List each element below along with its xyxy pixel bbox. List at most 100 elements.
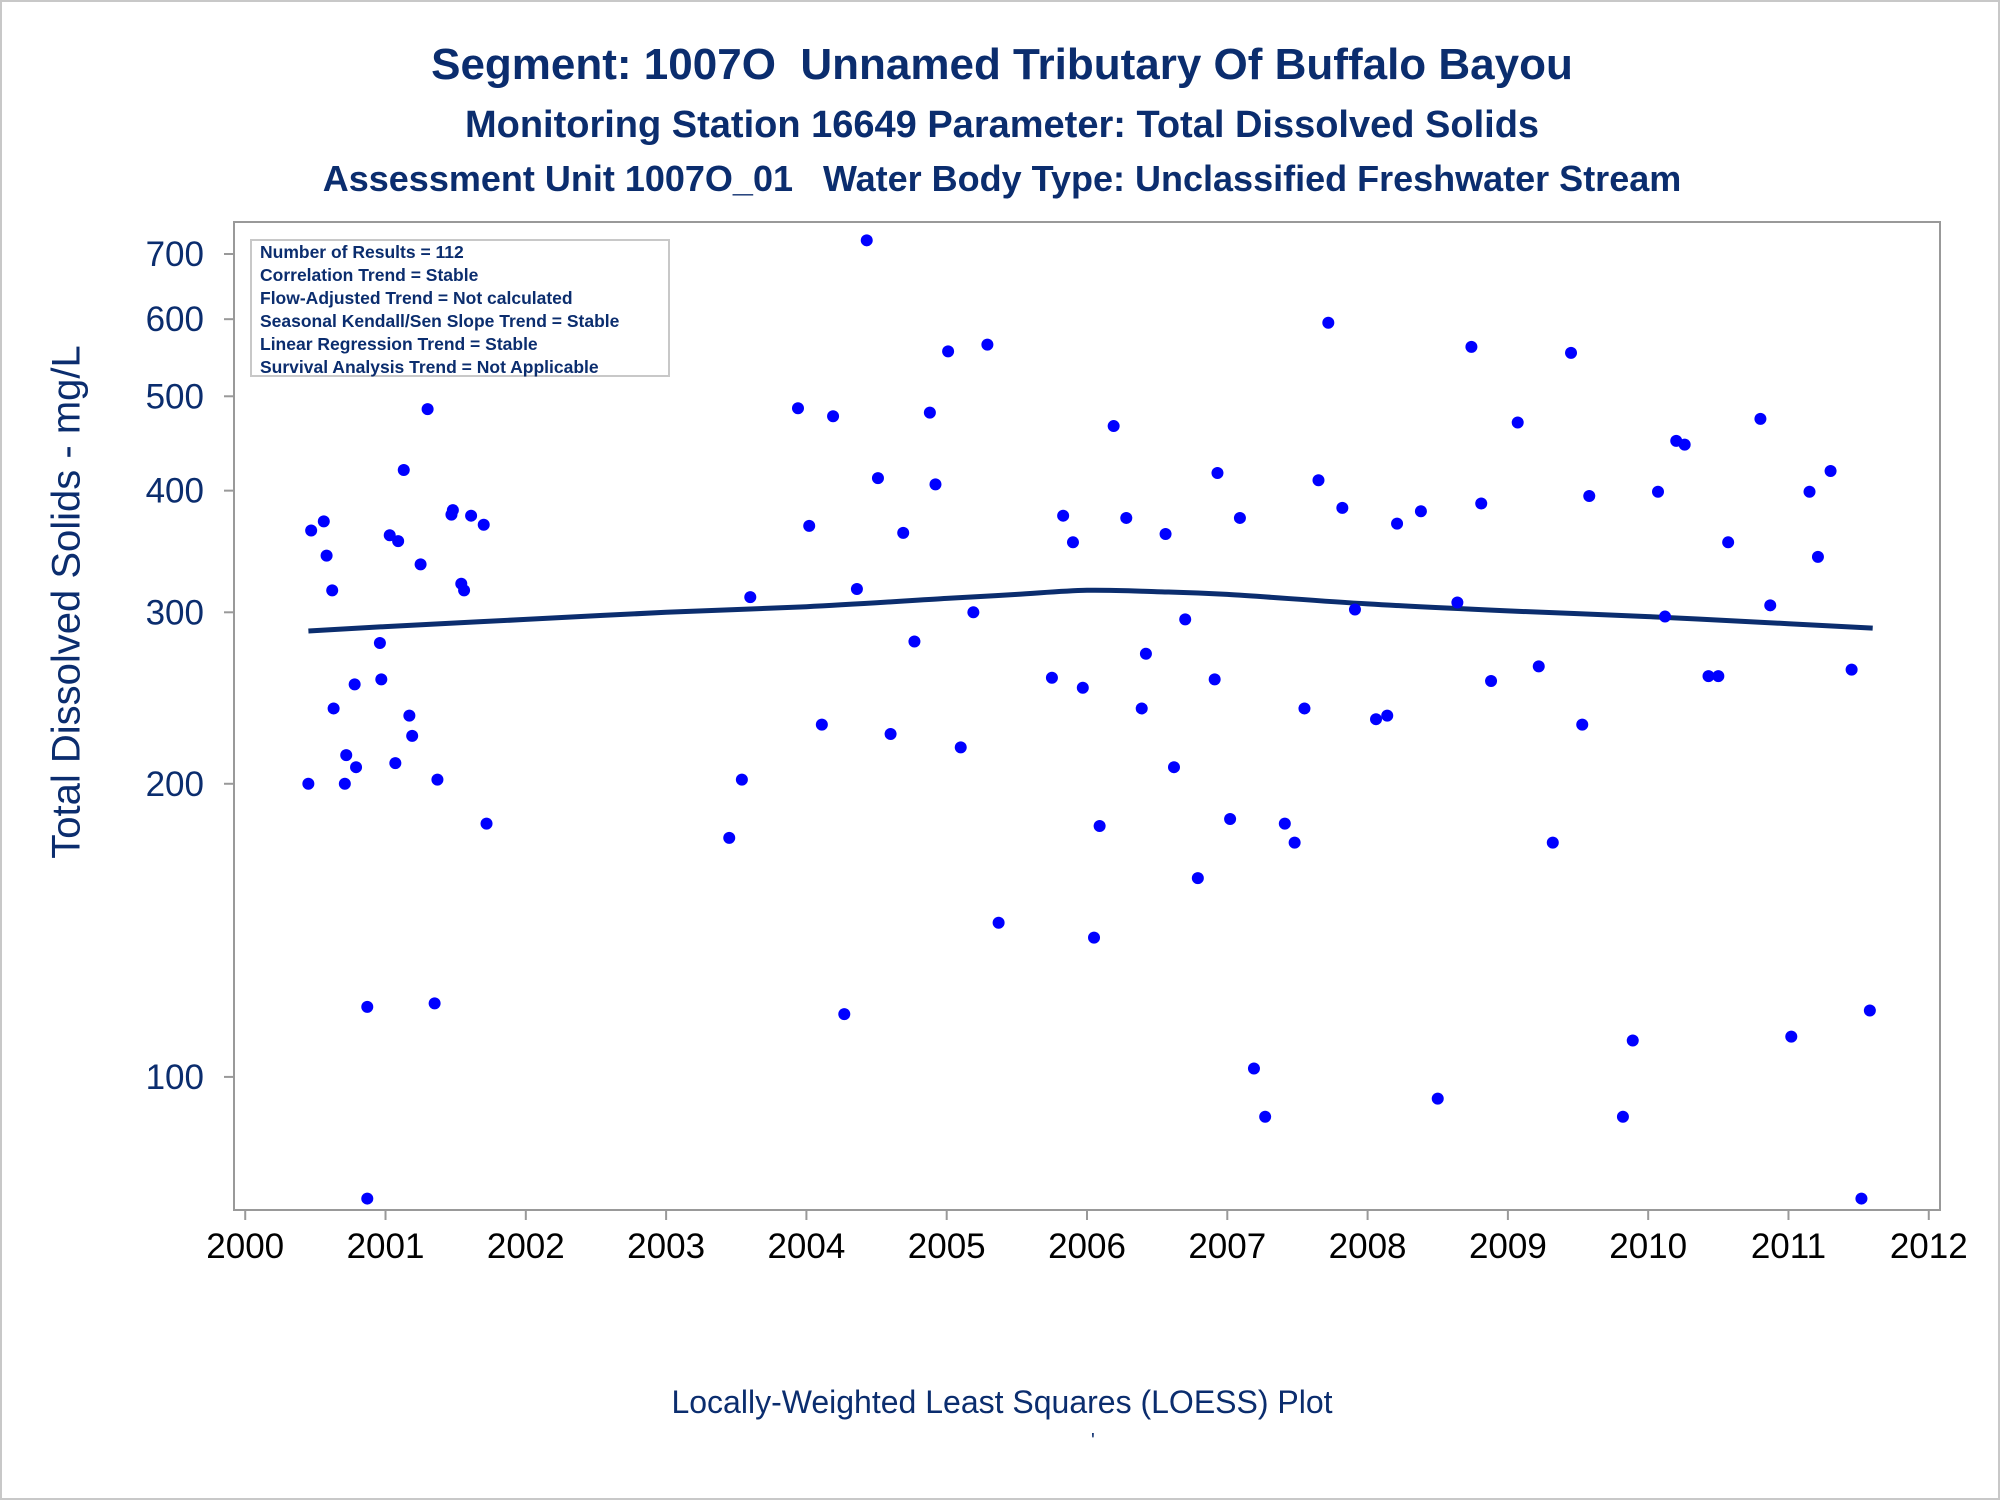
x-tick-label: 2008 bbox=[1329, 1227, 1407, 1266]
data-point bbox=[981, 338, 994, 351]
data-point bbox=[1803, 485, 1816, 498]
data-point bbox=[1107, 420, 1120, 433]
stat-seasonal-kendall-trend: Seasonal Kendall/Sen Slope Trend = Stabl… bbox=[260, 311, 620, 331]
data-point bbox=[815, 718, 828, 731]
data-point bbox=[929, 478, 942, 491]
axes: 2000 2001 2002 2003 2004 2005 2006 2007 2008 2009… bbox=[146, 221, 1968, 1266]
x-tick-label: 2004 bbox=[767, 1227, 845, 1266]
data-point bbox=[1259, 1110, 1272, 1123]
data-point bbox=[1057, 509, 1070, 522]
x-tick-label: 2002 bbox=[487, 1227, 565, 1266]
data-point bbox=[744, 591, 757, 604]
data-point bbox=[1088, 931, 1101, 944]
data-point bbox=[1167, 761, 1180, 774]
data-point bbox=[1135, 702, 1148, 715]
data-point bbox=[1565, 346, 1578, 359]
data-point bbox=[403, 709, 416, 722]
y-tick-label: 400 bbox=[146, 472, 204, 511]
data-point bbox=[406, 729, 419, 742]
data-point bbox=[1233, 511, 1246, 524]
data-point bbox=[1576, 718, 1589, 731]
data-point bbox=[389, 757, 402, 770]
y-tick-label: 600 bbox=[146, 300, 204, 339]
y-tick-label: 300 bbox=[146, 593, 204, 632]
x-tick-label: 2009 bbox=[1469, 1227, 1547, 1266]
data-point bbox=[1475, 497, 1488, 510]
data-point bbox=[1485, 675, 1498, 688]
loess-layer bbox=[308, 587, 1873, 634]
data-point bbox=[361, 1192, 374, 1205]
data-point bbox=[1247, 1062, 1260, 1075]
data-point bbox=[338, 777, 351, 790]
data-point bbox=[421, 403, 434, 416]
data-point bbox=[884, 727, 897, 740]
data-point bbox=[1616, 1110, 1629, 1123]
data-point bbox=[1278, 817, 1291, 830]
data-point bbox=[477, 518, 490, 531]
loess-curve bbox=[308, 587, 1873, 634]
y-tick-label: 200 bbox=[146, 765, 204, 804]
data-point bbox=[923, 406, 936, 419]
data-point bbox=[1702, 670, 1715, 683]
data-point bbox=[1370, 713, 1383, 726]
data-point bbox=[414, 558, 427, 571]
data-point bbox=[897, 526, 910, 539]
data-point bbox=[350, 761, 363, 774]
data-point bbox=[1546, 836, 1559, 849]
stats-legend-box: Number of Results = 112 Correlation Tren… bbox=[250, 239, 670, 377]
data-point bbox=[1764, 599, 1777, 612]
data-point bbox=[446, 504, 459, 517]
data-point bbox=[480, 817, 493, 830]
data-point bbox=[1066, 536, 1079, 549]
data-point bbox=[1722, 536, 1735, 549]
data-point bbox=[908, 635, 921, 648]
data-point bbox=[320, 549, 333, 562]
data-point bbox=[340, 749, 353, 762]
data-point bbox=[1863, 1004, 1876, 1017]
data-point bbox=[1451, 596, 1464, 609]
y-axis-label: Total Dissolved Solids - mg/L bbox=[44, 345, 89, 859]
stat-flow-adjusted-trend: Flow-Adjusted Trend = Not calculated bbox=[260, 288, 573, 308]
stat-linear-regression-trend: Linear Regression Trend = Stable bbox=[260, 334, 538, 354]
data-point bbox=[1532, 660, 1545, 673]
data-point bbox=[327, 702, 340, 715]
data-point bbox=[375, 673, 388, 686]
data-point bbox=[302, 777, 315, 790]
data-point bbox=[428, 997, 441, 1010]
data-point bbox=[1754, 412, 1767, 425]
data-point bbox=[1076, 681, 1089, 694]
data-point bbox=[1811, 550, 1824, 563]
data-point bbox=[1391, 517, 1404, 530]
data-point bbox=[850, 582, 863, 595]
data-point bbox=[1845, 663, 1858, 676]
x-tick-label: 2011 bbox=[1751, 1227, 1826, 1266]
chart-title: Segment: 1007O Unnamed Tributary Of Buff… bbox=[431, 40, 1573, 89]
data-point bbox=[397, 464, 410, 477]
data-point bbox=[392, 535, 405, 548]
data-point bbox=[1511, 416, 1524, 429]
data-point bbox=[1678, 438, 1691, 451]
points-layer bbox=[302, 234, 1876, 1205]
y-tick-label: 700 bbox=[146, 235, 204, 274]
data-point bbox=[305, 524, 318, 537]
data-point bbox=[1045, 671, 1058, 684]
chart-subtitle-secondary: Assessment Unit 1007O_01 Water Body Type… bbox=[322, 158, 1682, 199]
data-point bbox=[827, 410, 840, 423]
data-point bbox=[1583, 489, 1596, 502]
data-point bbox=[1348, 603, 1361, 616]
data-point bbox=[1626, 1034, 1639, 1047]
data-point bbox=[791, 402, 804, 415]
stat-survival-analysis-trend: Survival Analysis Trend = Not Applicable bbox=[260, 357, 599, 377]
x-tick-label: 2005 bbox=[908, 1227, 986, 1266]
data-point bbox=[465, 509, 478, 522]
data-point bbox=[1336, 501, 1349, 514]
data-point bbox=[1785, 1030, 1798, 1043]
data-point bbox=[1191, 872, 1204, 885]
x-tick-label: 2001 bbox=[347, 1227, 425, 1266]
data-point bbox=[1322, 316, 1335, 329]
data-point bbox=[1179, 613, 1192, 626]
data-point bbox=[431, 773, 444, 786]
data-point bbox=[838, 1008, 851, 1021]
